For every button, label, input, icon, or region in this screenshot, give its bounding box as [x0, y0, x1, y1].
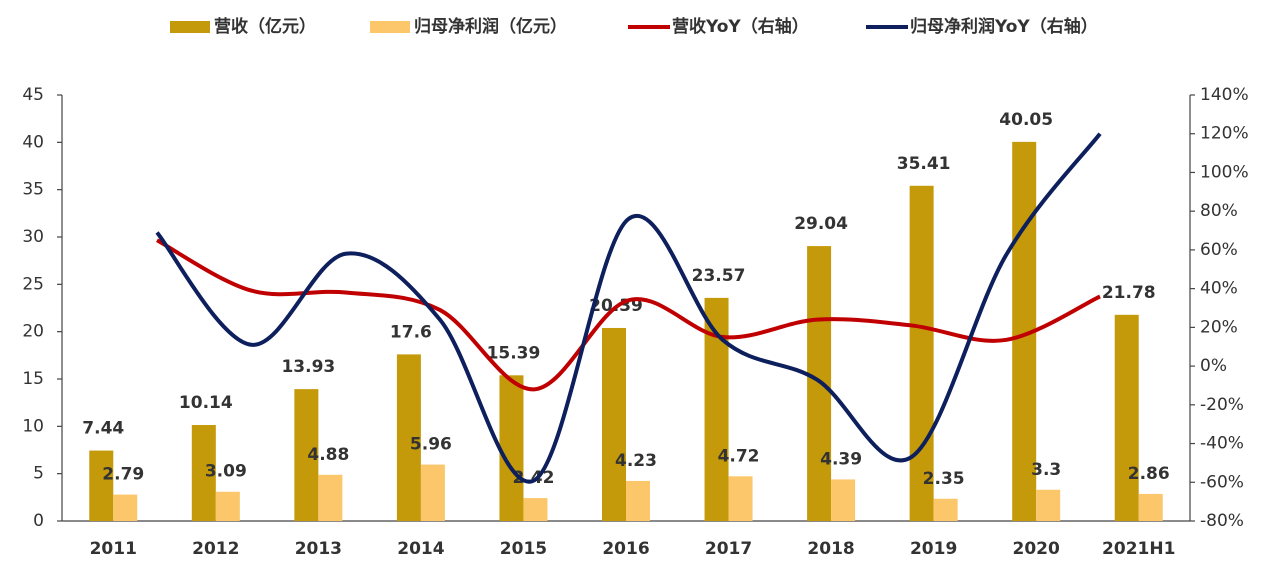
bar [626, 480, 650, 521]
y2-tick-label: -60% [1200, 472, 1244, 492]
x-tick-label: 2021H1 [1102, 539, 1175, 559]
bar [420, 464, 445, 521]
data-label: 2.35 [923, 469, 965, 489]
legend-label: 归母净利润YoY（右轴） [910, 16, 1098, 37]
data-label: 13.93 [281, 357, 335, 377]
y2-tick-label: 100% [1200, 162, 1249, 182]
x-tick-label: 2012 [192, 539, 239, 559]
legend-label: 营收（亿元） [214, 16, 316, 37]
bar [933, 498, 958, 521]
bar [1036, 489, 1061, 521]
bar [831, 479, 856, 521]
data-label: 4.39 [820, 449, 862, 469]
y-tick-label: 25 [22, 274, 44, 294]
y2-tick-label: 60% [1200, 240, 1238, 260]
x-tick-label: 2016 [602, 539, 649, 559]
data-label: 10.14 [179, 393, 233, 413]
y-tick-label: 40 [22, 132, 44, 152]
data-label: 21.78 [1102, 283, 1156, 303]
bar [113, 494, 138, 521]
bar [909, 185, 934, 521]
data-label: 17.6 [390, 322, 432, 342]
legend-swatch [370, 21, 410, 33]
bar [396, 354, 421, 521]
bar [807, 246, 832, 521]
y2-tick-label: 20% [1200, 317, 1238, 337]
data-label: 2.79 [102, 465, 144, 485]
bar [294, 389, 319, 521]
y2-tick-label: 0% [1200, 356, 1227, 376]
x-tick-label: 2020 [1013, 539, 1060, 559]
bar [1138, 493, 1163, 521]
bar [728, 476, 753, 521]
y2-tick-label: 140% [1200, 85, 1249, 105]
legend-label: 归母净利润（亿元） [414, 16, 567, 37]
y-tick-label: 20 [22, 322, 44, 342]
x-tick-label: 2018 [807, 539, 854, 559]
y-tick-label: 35 [22, 180, 44, 200]
data-label: 2.42 [512, 468, 554, 488]
data-label: 4.72 [718, 446, 760, 466]
x-tick-label: 2019 [910, 539, 957, 559]
bar [1114, 314, 1139, 521]
legend-label: 营收YoY（右轴） [672, 16, 809, 37]
y2-tick-label: 80% [1200, 201, 1238, 221]
data-label: 29.04 [794, 214, 848, 234]
data-label: 4.88 [307, 445, 349, 465]
x-tick-label: 2015 [500, 539, 547, 559]
bar [215, 491, 240, 521]
bar [523, 498, 548, 521]
y-tick-label: 5 [33, 464, 44, 484]
legend-swatch [170, 21, 210, 33]
data-label: 3.09 [205, 462, 247, 482]
bar [89, 450, 114, 521]
bar [602, 327, 626, 521]
x-tick-label: 2011 [90, 539, 137, 559]
data-label: 40.05 [999, 110, 1053, 130]
data-label: 4.23 [615, 451, 657, 471]
y2-tick-label: 40% [1200, 279, 1238, 299]
data-label: 35.41 [897, 154, 951, 174]
y-tick-label: 15 [22, 369, 44, 389]
y-tick-label: 30 [22, 227, 44, 247]
y-tick-label: 0 [33, 511, 44, 531]
y2-tick-label: -80% [1200, 511, 1244, 531]
y-tick-label: 45 [22, 85, 44, 105]
y-tick-label: 10 [22, 416, 44, 436]
data-label: 15.39 [487, 343, 541, 363]
y2-tick-label: -20% [1200, 395, 1244, 415]
line [155, 132, 1102, 484]
y2-tick-label: 120% [1200, 124, 1249, 144]
bar [191, 425, 216, 521]
y2-tick-label: -40% [1200, 434, 1244, 454]
data-label: 5.96 [410, 435, 452, 455]
x-tick-label: 2017 [705, 539, 752, 559]
x-tick-label: 2014 [397, 539, 444, 559]
bar [499, 375, 524, 521]
x-tick-label: 2013 [295, 539, 342, 559]
data-label: 7.44 [82, 419, 124, 439]
data-label: 2.86 [1128, 464, 1170, 484]
bar [318, 474, 343, 521]
data-label: 3.3 [1031, 460, 1061, 480]
data-label: 23.57 [692, 266, 746, 286]
line [156, 238, 1101, 392]
